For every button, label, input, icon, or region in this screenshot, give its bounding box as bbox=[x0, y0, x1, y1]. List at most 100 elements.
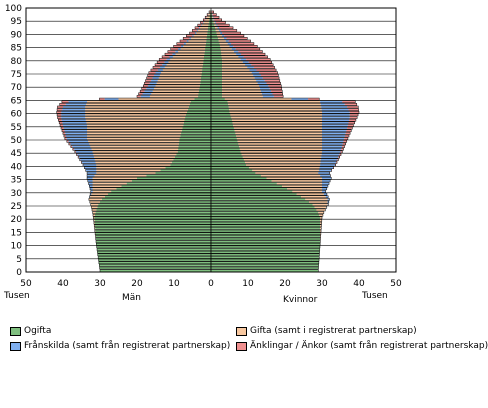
bar-gifta-men bbox=[92, 185, 122, 188]
bar-gifta-men bbox=[206, 16, 210, 19]
bar-gifta-men bbox=[96, 169, 161, 172]
bar-gifta-men bbox=[170, 58, 204, 61]
bar-ogifta-women bbox=[211, 145, 240, 148]
bar-gifta-men bbox=[87, 100, 191, 103]
bar-anklingar-men bbox=[74, 150, 76, 153]
x-tick-label: 30 bbox=[316, 279, 328, 289]
bar-franskilda-men bbox=[62, 121, 87, 124]
bar-ogifta-women bbox=[211, 58, 223, 61]
bar-ogifta-women bbox=[211, 132, 236, 135]
bar-franskilda-women bbox=[320, 158, 338, 161]
bar-gifta-women bbox=[237, 140, 322, 143]
bar-anklingar-women bbox=[348, 108, 359, 111]
bar-ogifta-women bbox=[211, 137, 237, 140]
bar-gifta-men bbox=[90, 145, 179, 148]
bar-franskilda-women bbox=[257, 82, 267, 85]
y-tick-label: 80 bbox=[11, 57, 23, 67]
bar-ogifta-men bbox=[185, 116, 211, 119]
bar-gifta-women bbox=[320, 230, 322, 233]
bar-anklingar-men bbox=[195, 26, 200, 29]
bar-gifta-men bbox=[90, 195, 105, 198]
bar-franskilda-women bbox=[322, 135, 345, 138]
bar-anklingar-women bbox=[340, 150, 343, 153]
bar-franskilda-men bbox=[203, 21, 204, 24]
bar-ogifta-men bbox=[188, 105, 211, 109]
bar-gifta-men bbox=[162, 69, 203, 72]
bar-anklingar-women bbox=[269, 87, 282, 90]
bar-ogifta-women bbox=[211, 45, 221, 48]
x-tick-label: 40 bbox=[353, 279, 365, 289]
bar-ogifta-women bbox=[211, 26, 216, 29]
bar-gifta-men bbox=[87, 132, 182, 135]
bar-gifta-women bbox=[292, 190, 322, 193]
bar-franskilda-men bbox=[66, 137, 88, 140]
bar-ogifta-women bbox=[211, 251, 320, 254]
bar-gifta-men bbox=[159, 74, 202, 77]
bar-anklingar-women bbox=[347, 105, 359, 109]
bar-ogifta-men bbox=[116, 187, 211, 190]
bar-ogifta-women bbox=[211, 82, 223, 85]
y-tick-label: 0 bbox=[16, 268, 22, 278]
bar-ogifta-men bbox=[121, 185, 211, 188]
bar-gifta-men bbox=[93, 219, 95, 222]
bar-gifta-women bbox=[236, 135, 322, 138]
bar-franskilda-women bbox=[261, 92, 273, 95]
bar-gifta-women bbox=[229, 108, 322, 111]
bar-anklingar-women bbox=[342, 100, 356, 103]
bar-anklingar-men bbox=[203, 18, 206, 21]
y-tick-label: 10 bbox=[11, 242, 23, 252]
bar-gifta-women bbox=[316, 208, 326, 211]
bar-franskilda-men bbox=[80, 158, 95, 161]
bar-franskilda-men bbox=[84, 166, 97, 169]
bar-ogifta-men bbox=[207, 32, 211, 35]
bar-ogifta-women bbox=[211, 113, 231, 116]
bar-franskilda-men bbox=[63, 127, 88, 130]
bar-gifta-men bbox=[152, 90, 199, 93]
bar-ogifta-women bbox=[211, 174, 261, 177]
bar-anklingar-women bbox=[334, 164, 336, 167]
x-tick-label: 40 bbox=[57, 279, 69, 289]
bar-ogifta-men bbox=[209, 16, 211, 19]
bar-ogifta-women bbox=[211, 121, 233, 124]
bar-ogifta-men bbox=[111, 190, 211, 193]
bar-ogifta-women bbox=[211, 193, 297, 196]
bar-gifta-women bbox=[218, 37, 224, 40]
bar-anklingar-women bbox=[268, 84, 282, 87]
x-tick-labels: 50 40 30 20 10 0 10 20 30 40 50 bbox=[20, 279, 402, 289]
bar-gifta-women bbox=[320, 232, 321, 235]
bar-anklingar-men bbox=[138, 92, 143, 95]
bar-franskilda-women bbox=[233, 50, 239, 53]
x-tick-label: 20 bbox=[131, 279, 143, 289]
bar-anklingar-men bbox=[57, 116, 62, 119]
bar-franskilda-men bbox=[63, 124, 88, 127]
bar-ogifta-men bbox=[155, 171, 211, 175]
bar-gifta-women bbox=[282, 185, 322, 188]
bar-gifta-women bbox=[276, 182, 322, 185]
bar-franskilda-women bbox=[236, 53, 241, 56]
bar-franskilda-men bbox=[199, 26, 200, 29]
bar-gifta-women bbox=[260, 174, 321, 177]
bar-ogifta-men bbox=[181, 129, 211, 132]
bar-ogifta-women bbox=[211, 198, 306, 201]
bar-ogifta-women bbox=[211, 203, 313, 206]
bar-gifta-women bbox=[228, 105, 322, 109]
legend-swatch-anklingar bbox=[236, 341, 247, 351]
bar-franskilda-women bbox=[327, 203, 329, 206]
bar-ogifta-women bbox=[211, 245, 320, 248]
bar-anklingar-women bbox=[240, 53, 266, 56]
bar-franskilda-men bbox=[61, 119, 86, 122]
bar-gifta-men bbox=[92, 177, 137, 180]
bar-anklingar-women bbox=[238, 50, 263, 53]
bar-gifta-men bbox=[85, 116, 186, 119]
bar-gifta-women bbox=[222, 63, 246, 66]
bar-ogifta-women bbox=[211, 171, 256, 175]
bar-franskilda-women bbox=[320, 174, 331, 177]
bar-gifta-women bbox=[266, 177, 322, 180]
bar-gifta-men bbox=[94, 174, 147, 177]
bar-ogifta-men bbox=[95, 235, 211, 238]
bar-gifta-men bbox=[164, 66, 203, 69]
x-tick-label: 10 bbox=[242, 279, 254, 289]
bar-ogifta-women bbox=[211, 164, 247, 167]
bar-franskilda-women bbox=[247, 66, 254, 69]
bar-franskilda-men bbox=[62, 108, 86, 111]
